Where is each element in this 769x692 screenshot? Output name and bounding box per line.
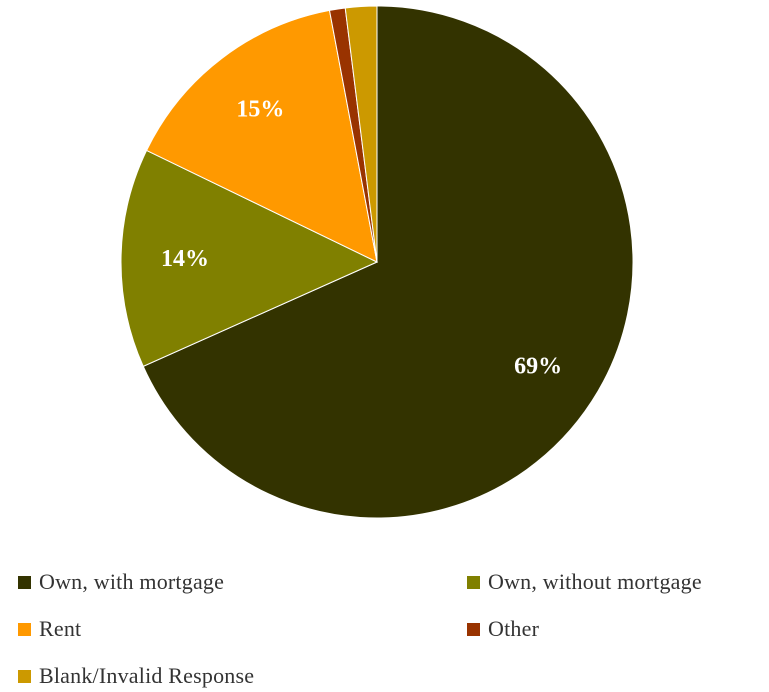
- legend-swatch-other: [467, 622, 480, 636]
- pie-slice-own-without-mortgage: [120, 149, 379, 368]
- legend-item-own-with-mortgage: Own, with mortgage: [18, 569, 224, 595]
- pie-data-labels: 69% 14% 15%: [161, 97, 562, 380]
- legend-item-own-without-mortgage: Own, without mortgage: [467, 569, 702, 595]
- pie-slice-blank-invalid-response: [344, 5, 378, 263]
- data-label-rent: 15%: [236, 97, 284, 123]
- legend-item-rent: Rent: [18, 616, 81, 642]
- pie-slice-own-with-mortgage: [142, 5, 634, 519]
- data-label-own-without-mortgage: 14%: [161, 246, 209, 272]
- pie-slices: [120, 5, 634, 519]
- pie-chart: 69% 14% 15%: [120, 5, 634, 519]
- legend-swatch-own-without-mortgage: [467, 575, 480, 589]
- legend-label-rent: Rent: [39, 616, 82, 641]
- legend-label-blank-invalid-response: Blank/Invalid Response: [39, 663, 255, 688]
- pie-slice-rent: [145, 9, 378, 263]
- data-label-own-with-mortgage: 69%: [514, 353, 562, 379]
- legend-label-other: Other: [488, 616, 540, 641]
- legend-swatch-rent: [18, 622, 31, 636]
- legend-label-own-without-mortgage: Own, without mortgage: [488, 569, 702, 594]
- legend-swatch-own-with-mortgage: [18, 575, 31, 589]
- legend-item-other: Other: [467, 616, 539, 642]
- legend-swatch-blank-invalid-response: [18, 669, 31, 683]
- legend-label-own-with-mortgage: Own, with mortgage: [39, 569, 225, 594]
- legend-item-blank-invalid-response: Blank/Invalid Response: [18, 663, 254, 689]
